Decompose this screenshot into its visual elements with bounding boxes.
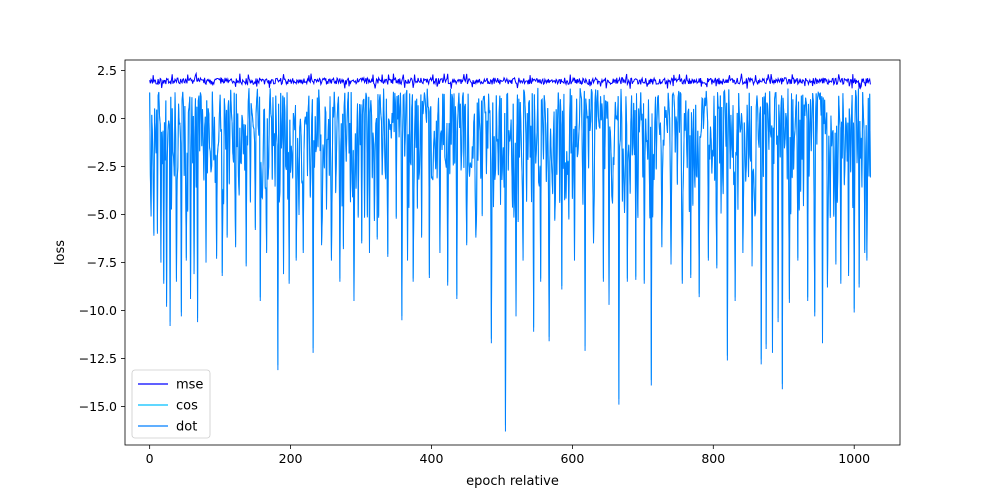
y-tick-label: −15.0 [79, 399, 117, 414]
y-tick-label: −2.5 [87, 159, 117, 174]
y-tick-label: 0.0 [97, 111, 117, 126]
legend-box [131, 369, 211, 439]
legend: mse cos dot [131, 369, 211, 439]
legend-label-dot: dot [176, 420, 197, 435]
axes-frame [124, 59, 901, 446]
x-tick-label: 800 [701, 451, 725, 466]
plot-area [149, 71, 871, 432]
x-tick-label: 600 [560, 451, 584, 466]
x-tick-label: 200 [279, 451, 303, 466]
x-axis-label: epoch relative [466, 474, 559, 489]
y-tick-label: −5.0 [87, 207, 117, 222]
series-line-dot [149, 87, 871, 432]
x-axis: 0 200 400 600 800 1000 [146, 445, 870, 466]
y-axis: 2.5 0.0 −2.5 −5.0 −7.5 −10.0 −12.5 −15.0 [79, 63, 125, 414]
legend-label-cos: cos [176, 399, 198, 414]
legend-label-mse: mse [176, 378, 203, 393]
series-line-mse [149, 71, 871, 90]
y-axis-label: loss [53, 240, 68, 265]
y-tick-label: 2.5 [97, 63, 117, 78]
y-tick-label: −12.5 [79, 351, 117, 366]
x-tick-label: 1000 [838, 451, 870, 466]
y-tick-label: −10.0 [79, 303, 117, 318]
y-tick-label: −7.5 [87, 255, 117, 270]
x-tick-label: 0 [146, 451, 154, 466]
x-tick-label: 400 [420, 451, 444, 466]
